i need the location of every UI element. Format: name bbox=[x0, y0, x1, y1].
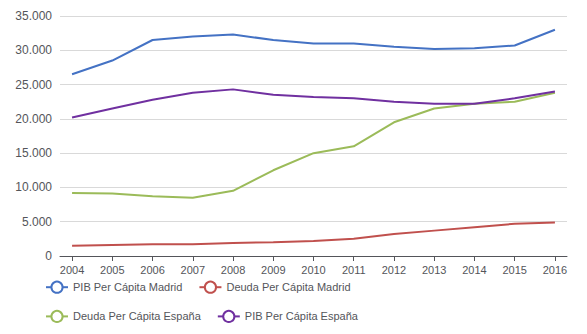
svg-text:Deuda Per Cápita España: Deuda Per Cápita España bbox=[73, 310, 202, 322]
svg-text:15.000: 15.000 bbox=[15, 146, 52, 160]
svg-text:2011: 2011 bbox=[342, 264, 366, 276]
svg-text:2012: 2012 bbox=[382, 264, 406, 276]
svg-text:5.000: 5.000 bbox=[22, 215, 52, 229]
svg-text:PIB Per Cápita España: PIB Per Cápita España bbox=[245, 310, 359, 322]
svg-text:0: 0 bbox=[45, 249, 52, 263]
svg-text:10.000: 10.000 bbox=[15, 180, 52, 194]
svg-text:PIB Per Cápita Madrid: PIB Per Cápita Madrid bbox=[73, 281, 182, 293]
svg-text:2004: 2004 bbox=[60, 264, 84, 276]
svg-text:Deuda Per Cápita Madrid: Deuda Per Cápita Madrid bbox=[226, 281, 350, 293]
svg-text:2008: 2008 bbox=[221, 264, 245, 276]
svg-text:30.000: 30.000 bbox=[15, 43, 52, 57]
svg-text:20.000: 20.000 bbox=[15, 112, 52, 126]
svg-text:2010: 2010 bbox=[301, 264, 325, 276]
svg-text:2006: 2006 bbox=[140, 264, 164, 276]
svg-text:2014: 2014 bbox=[462, 264, 486, 276]
svg-text:2015: 2015 bbox=[502, 264, 526, 276]
svg-text:2005: 2005 bbox=[100, 264, 124, 276]
svg-text:25.000: 25.000 bbox=[15, 78, 52, 92]
svg-text:2016: 2016 bbox=[543, 264, 567, 276]
svg-text:2007: 2007 bbox=[181, 264, 205, 276]
svg-text:35.000: 35.000 bbox=[15, 9, 52, 23]
svg-text:2013: 2013 bbox=[422, 264, 446, 276]
svg-text:2009: 2009 bbox=[261, 264, 285, 276]
